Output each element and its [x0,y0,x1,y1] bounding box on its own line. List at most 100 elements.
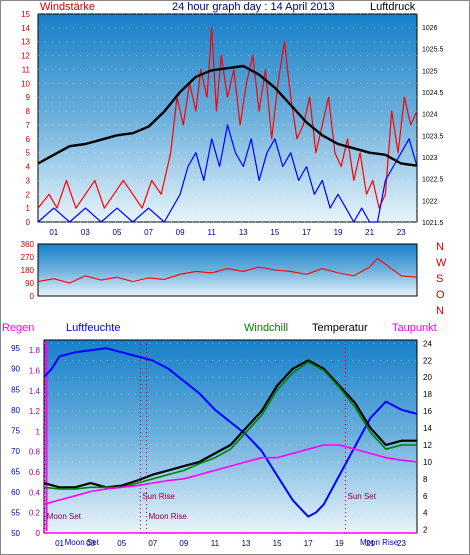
panel1-x-tick-5: 11 [208,228,217,237]
panel1-x-tick-7: 15 [270,228,279,237]
panel1-left-tick-1: 1 [26,204,31,213]
panel3-temperature-tick-5: 12 [423,441,432,450]
panel3-humidity-tick-9: 95 [11,344,20,353]
panel3-humidity-tick-5: 75 [11,426,20,435]
panel3-x-tick-8: 17 [304,539,313,548]
panel1-x-tick-2: 05 [113,228,122,237]
panel1-x-tick-3: 07 [144,228,153,237]
panel3-humidity-tick-7: 85 [11,385,20,394]
panel3-rain-tick-9: 1.8 [29,346,41,355]
panel2-compass-2: S [436,273,443,285]
panel1-x-tick-9: 19 [334,228,343,237]
panel3-rain-tick-8: 1.6 [29,366,41,375]
panel3-legend-3: Temperatur [312,322,368,334]
panel3-rain-tick-2: 0.4 [29,488,41,497]
panel1-left-tick-10: 10 [21,79,30,88]
panel3-event-label-0: Moon Set [47,512,82,521]
panel3-rain-tick-7: 1.4 [29,387,41,396]
panel1-series-2 [37,64,418,167]
panel3-temperature-tick-3: 8 [423,475,428,484]
panel2-tick-0: 0 [30,292,35,301]
panel1-right-tick-0: 1021.5 [422,220,444,227]
panel1-x-tick-10: 21 [365,228,374,237]
panel1-left-tick-7: 7 [26,121,31,130]
panel3-x-tick-6: 13 [242,539,251,548]
panel3-x-tick-11: 23 [397,539,406,548]
panel1-left-tick-5: 5 [26,149,31,158]
panel3-series-0 [43,347,418,518]
panel3-background [43,339,418,534]
panel2-compass-1: W [436,257,447,269]
panel3-rain-tick-1: 0.2 [29,509,41,518]
panel3-event-label-1: Moon Rise [149,512,188,521]
panel1-left-tick-6: 6 [26,135,31,144]
panel1-right-tick-2: 1022.5 [422,177,444,184]
panel1-series-0 [37,27,418,209]
panel3-humidity-tick-6: 80 [11,406,20,415]
panel3-x-tick-9: 19 [335,539,344,548]
panel3-humidity-tick-2: 60 [11,488,20,497]
panel3-x-tick-5: 11 [211,539,220,548]
panel3-rain-tick-4: 0.8 [29,448,41,457]
panel3-legend-4: Taupunkt [392,322,437,334]
panel1-left-tick-14: 14 [21,24,30,33]
panel1-right-tick-6: 1024.5 [422,90,444,97]
panel3-temperature-tick-6: 14 [423,424,432,433]
panel3-temperature-tick-9: 20 [423,373,432,382]
panel1-left-tick-8: 8 [26,107,31,116]
panel3-x-tick-2: 05 [117,539,126,548]
panel3-x-tick-10: 21 [366,539,375,548]
panel2-tick-2: 180 [21,266,35,275]
panel3-legend-1: Luftfeuchte [66,322,120,334]
panel1-right-tick-7: 1025 [422,68,438,75]
panel3-x-tick-1: 03 [86,539,95,548]
panel1-left-tick-4: 4 [26,163,31,172]
panel3-temperature-tick-7: 16 [423,407,432,416]
panel3-rain-bar [45,342,48,531]
panel1-right-tick-4: 1023.5 [422,133,444,140]
panel3-humidity-tick-3: 65 [11,467,20,476]
panel3-x-tick-7: 15 [273,539,282,548]
panel3-temperature-tick-1: 4 [423,509,428,518]
panel3-event-label-3: Sun Set [348,492,377,501]
panel1-left-tick-12: 12 [21,52,30,61]
panel1-left-tick-15: 15 [21,10,30,19]
panel3-rain-tick-5: 1 [36,427,41,436]
panel3-humidity-tick-0: 50 [11,529,20,538]
panel1-right-tick-5: 1024 [422,112,438,119]
panel1-left-tick-3: 3 [26,176,31,185]
panel3-rain-tick-6: 1.2 [29,407,41,416]
panel1-x-tick-4: 09 [176,228,185,237]
panel3-temperature-tick-0: 2 [423,526,428,535]
panel1-left-axis-title: Windstärke [40,1,95,13]
panel3-temperature-tick-11: 24 [423,339,432,348]
panel2-tick-4: 360 [21,240,35,249]
panel1-title: 24 hour graph day : 14 April 2013 [172,1,335,13]
panel1-left-tick-11: 11 [22,65,31,74]
panel1-right-tick-9: 1026 [422,25,438,32]
panel3-legend-0: Regen [2,322,34,334]
panel3-x-tick-0: 01 [55,539,64,548]
panel3-temperature-tick-10: 22 [423,356,432,365]
panel3-legend-2: Windchill [244,322,288,334]
panel2-background [37,243,418,297]
panel1-left-tick-0: 0 [26,218,31,227]
panel3-temperature-tick-4: 10 [423,458,432,467]
panel2-tick-1: 90 [25,279,34,288]
panel1-left-tick-2: 2 [26,190,31,199]
panel1-left-tick-13: 13 [21,38,30,47]
panel1-left-tick-9: 9 [26,93,31,102]
panel3-event-label-5: Moon Rise [360,538,399,547]
panel3-temperature-tick-8: 18 [423,390,432,399]
panel2-tick-3: 270 [21,253,35,262]
panel3-x-tick-3: 07 [148,539,157,548]
panel1-right-tick-8: 1025.5 [422,47,444,54]
panel1-series-1 [37,124,418,223]
panel2-compass-0: N [436,241,444,253]
panel3-rain-tick-0: 0 [36,529,41,538]
panel1-x-tick-0: 01 [49,228,58,237]
panel2-series-0 [37,257,418,284]
panel1-x-tick-6: 13 [239,228,248,237]
